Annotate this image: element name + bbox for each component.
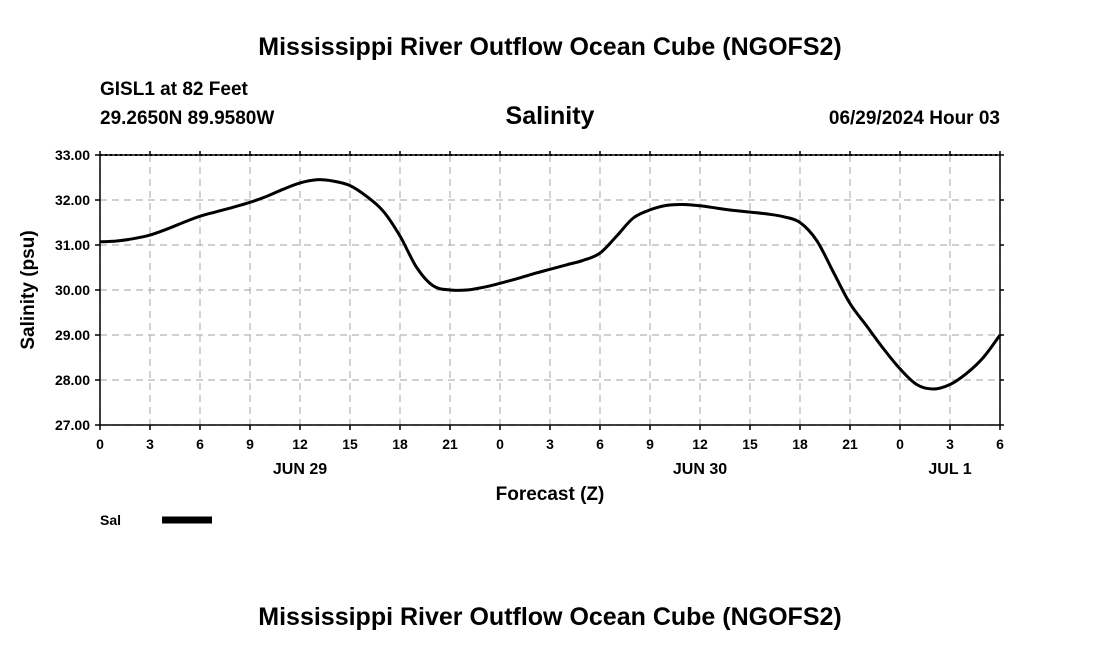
day-labels: JUN 29 JUN 30 JUL 1	[273, 461, 972, 478]
y-tick-label: 33.00	[55, 147, 90, 163]
x-axis-ticks: 0 3 6 9 12 15 18 21 0 3 6 9 12 15 18 21 0 3 6	[96, 151, 1004, 452]
x-tick-label: 3	[546, 436, 554, 452]
x-tick-label: 0	[896, 436, 904, 452]
x-tick-label: 3	[946, 436, 954, 452]
x-tick-label: 15	[742, 436, 758, 452]
y-axis-ticks: 27.00 28.00 29.00 30.00 31.00 32.00 33.00	[55, 147, 1004, 433]
x-tick-label: 0	[96, 436, 104, 452]
x-tick-label: 9	[646, 436, 654, 452]
day-label: JUN 30	[673, 461, 727, 478]
x-tick-label: 15	[342, 436, 358, 452]
x-tick-label: 0	[496, 436, 504, 452]
day-label: JUL 1	[928, 461, 971, 478]
legend-label-sal: Sal	[100, 512, 121, 528]
x-tick-label: 18	[392, 436, 408, 452]
y-tick-label: 27.00	[55, 417, 90, 433]
x-tick-label: 18	[792, 436, 808, 452]
day-label: JUN 29	[273, 461, 327, 478]
y-tick-label: 30.00	[55, 282, 90, 298]
y-tick-label: 32.00	[55, 192, 90, 208]
x-tick-label: 3	[146, 436, 154, 452]
chart-title-bottom: Mississippi River Outflow Ocean Cube (NG…	[258, 603, 841, 631]
grid-lines	[99, 154, 1001, 426]
x-tick-label: 12	[692, 436, 708, 452]
chart-title-top: Mississippi River Outflow Ocean Cube (NG…	[258, 33, 841, 61]
x-tick-label: 9	[246, 436, 254, 452]
salinity-line	[99, 178, 1002, 391]
timestamp-label: 06/29/2024 Hour 03	[829, 108, 1000, 129]
x-tick-label: 6	[196, 436, 204, 452]
station-label: GISL1 at 82 Feet	[100, 79, 249, 100]
y-tick-label: 28.00	[55, 372, 90, 388]
x-tick-label: 12	[292, 436, 308, 452]
x-tick-label: 21	[842, 436, 858, 452]
x-tick-label: 21	[442, 436, 458, 452]
variable-title: Salinity	[506, 102, 595, 130]
x-tick-label: 6	[996, 436, 1004, 452]
coordinates-label: 29.2650N 89.9580W	[100, 108, 274, 129]
y-tick-label: 29.00	[55, 327, 90, 343]
x-axis-label: Forecast (Z)	[496, 484, 605, 505]
y-axis-label: Salinity (psu)	[18, 230, 39, 349]
x-tick-label: 6	[596, 436, 604, 452]
y-tick-label: 31.00	[55, 237, 90, 253]
